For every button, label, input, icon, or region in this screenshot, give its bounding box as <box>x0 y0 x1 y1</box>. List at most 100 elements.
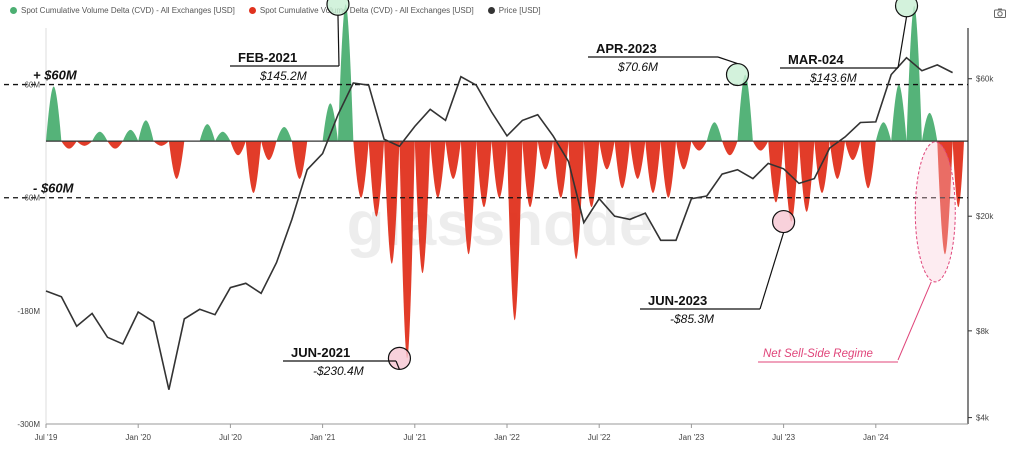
annotation-circle <box>725 62 750 87</box>
cvd-negative-bar <box>399 141 415 359</box>
annotation-leader <box>395 360 400 370</box>
legend-dot-black-icon <box>487 7 495 14</box>
cvd-positive-bar <box>122 129 139 142</box>
legend-label: Spot Cumulative Volume Delta (CVD) - All… <box>21 6 235 15</box>
cvd-positive-bar <box>875 122 892 142</box>
cvd-negative-bar <box>384 141 400 264</box>
cvd-negative-bar <box>353 141 369 198</box>
x-tick-label: Jul '23 <box>772 433 795 442</box>
cvd-negative-bar <box>568 141 584 259</box>
sell-side-regime-leader <box>897 281 932 361</box>
annotation-title: MAR-024 <box>788 52 844 67</box>
legend: Spot Cumulative Volume Delta (CVD) - All… <box>10 6 541 15</box>
cvd-negative-bar <box>691 141 707 151</box>
legend-dot-red-icon <box>248 7 256 14</box>
cvd-negative-bar <box>491 141 507 198</box>
cvd-positive-bar <box>276 127 292 142</box>
cvd-negative-bar <box>768 141 784 203</box>
cvd-positive-bar <box>921 112 938 142</box>
cvd-negative-bar <box>291 141 308 179</box>
legend-dot-green-icon <box>10 7 17 14</box>
y-left-tick-label: 60M <box>24 81 40 90</box>
x-tick-label: Jan '23 <box>679 433 705 442</box>
y-right-tick-label: $8k <box>976 327 990 336</box>
cvd-negative-bar <box>722 141 738 156</box>
cvd-negative-bar <box>537 141 554 170</box>
x-tick-label: Jul '20 <box>219 433 242 442</box>
legend-item-cvd-positive[interactable]: Spot Cumulative Volume Delta (CVD) - All… <box>10 6 235 15</box>
cvd-positive-bar <box>906 5 922 142</box>
x-tick-label: Jul '21 <box>403 433 426 442</box>
price-line <box>45 56 953 390</box>
cvd-negative-bar <box>829 141 846 179</box>
cvd-negative-bar <box>76 141 93 146</box>
annotation-leader <box>897 16 908 69</box>
threshold-label: - $60M <box>33 181 75 196</box>
cvd-positive-bar <box>46 86 62 142</box>
cvd-negative-bar <box>522 141 538 208</box>
cvd-positive-bar <box>92 131 108 142</box>
legend-label: Spot Cumulative Volume Delta (CVD) - All… <box>259 6 474 15</box>
annotation-circle <box>894 0 919 18</box>
cvd-negative-bar <box>107 141 123 149</box>
cvd-positive-bar <box>138 120 154 142</box>
x-tick-label: Jan '22 <box>494 433 520 442</box>
cvd-negative-bar <box>445 141 461 179</box>
cvd-positive-area <box>46 4 938 142</box>
x-tick-label: Jan '20 <box>125 433 151 442</box>
x-tick-label: Jul '22 <box>588 433 611 442</box>
annotation-leader <box>717 56 738 65</box>
cvd-negative-bar <box>660 141 677 198</box>
cvd-negative-bar <box>168 141 185 179</box>
cvd-positive-bar <box>215 131 231 142</box>
cvd-negative-bar <box>814 141 830 193</box>
x-tick-label: Jan '24 <box>863 433 889 442</box>
cvd-negative-bar <box>153 141 169 146</box>
cvd-negative-bar <box>414 141 431 274</box>
y-left-tick-label: -180M <box>17 307 40 316</box>
x-tick-label: Jul '19 <box>35 433 58 442</box>
cvd-negative-bar <box>783 141 799 222</box>
annotation-value: $145.2M <box>259 69 307 83</box>
cvd-negative-bar <box>629 141 646 179</box>
cvd-positive-bar <box>199 124 216 142</box>
legend-item-price[interactable]: Price [USD] <box>487 6 541 15</box>
y-right-tick-label: $20k <box>976 212 994 221</box>
annotation-title: FEB-2021 <box>238 50 297 65</box>
threshold-label: + $60M <box>33 68 78 83</box>
cvd-negative-bar <box>860 141 876 189</box>
legend-item-cvd-negative[interactable]: Spot Cumulative Volume Delta (CVD) - All… <box>248 6 474 15</box>
cvd-negative-bar <box>583 141 600 208</box>
cvd-negative-bar <box>230 141 246 156</box>
annotation-leader <box>759 232 785 310</box>
cvd-negative-bar <box>368 141 385 217</box>
cvd-negative-area <box>61 141 964 359</box>
annotation-title: JUN-2021 <box>291 345 350 360</box>
cvd-positive-bar <box>706 122 723 142</box>
annotation-circle <box>771 209 796 234</box>
x-tick-label: Jan '21 <box>310 433 336 442</box>
cvd-positive-bar <box>322 103 338 142</box>
annotation-title: JUN-2023 <box>648 293 707 308</box>
annotation-value: $70.6M <box>617 60 658 74</box>
cvd-negative-bar <box>261 141 277 160</box>
sell-side-regime-ellipse <box>914 141 956 283</box>
cvd-negative-bar <box>245 141 262 193</box>
cvd-positive-bar <box>737 74 753 142</box>
y-left-tick-label: -60M <box>22 194 41 203</box>
cvd-negative-bar <box>798 141 815 212</box>
cvd-negative-bar <box>845 141 861 160</box>
cvd-negative-bar <box>599 141 615 170</box>
legend-label: Price [USD] <box>498 6 541 15</box>
cvd-negative-bar <box>460 141 477 255</box>
cvd-negative-bar <box>61 141 77 149</box>
cvd-negative-bar <box>507 141 523 321</box>
y-right-tick-label: $4k <box>976 414 990 423</box>
camera-icon[interactable] <box>994 8 1006 18</box>
annotation-value: -$230.4M <box>313 364 364 378</box>
annotation-leader <box>337 15 340 67</box>
cvd-negative-bar <box>752 141 769 151</box>
cvd-negative-bar <box>952 141 964 208</box>
cvd-positive-bar <box>337 4 354 142</box>
